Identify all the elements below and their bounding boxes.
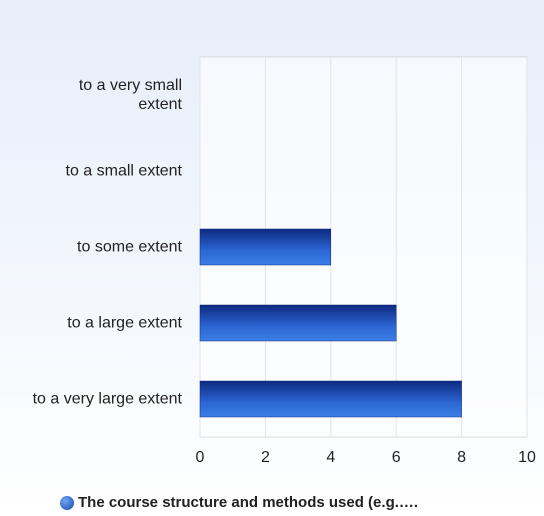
x-tick-label: 4 bbox=[326, 449, 335, 466]
bar bbox=[199, 228, 332, 266]
x-tick-label: 10 bbox=[518, 449, 536, 466]
legend-marker bbox=[60, 495, 74, 510]
y-tick-label: to a very small extent bbox=[78, 77, 182, 113]
y-tick-label: to a small extent bbox=[65, 162, 183, 180]
x-tick-label: 2 bbox=[261, 449, 270, 466]
x-tick-label: 0 bbox=[196, 449, 205, 466]
bar bbox=[199, 380, 462, 418]
y-tick-label: to a very large extent bbox=[32, 390, 182, 408]
legend-label: The course structure and methods used (e… bbox=[78, 494, 419, 511]
y-tick-label: to a large extent bbox=[67, 314, 182, 332]
y-tick-label: to some extent bbox=[77, 238, 182, 256]
x-tick-label: 6 bbox=[392, 449, 401, 466]
bar bbox=[199, 304, 397, 342]
x-tick-label: 8 bbox=[457, 449, 466, 466]
legend: The course structure and methods used (e… bbox=[60, 494, 418, 511]
